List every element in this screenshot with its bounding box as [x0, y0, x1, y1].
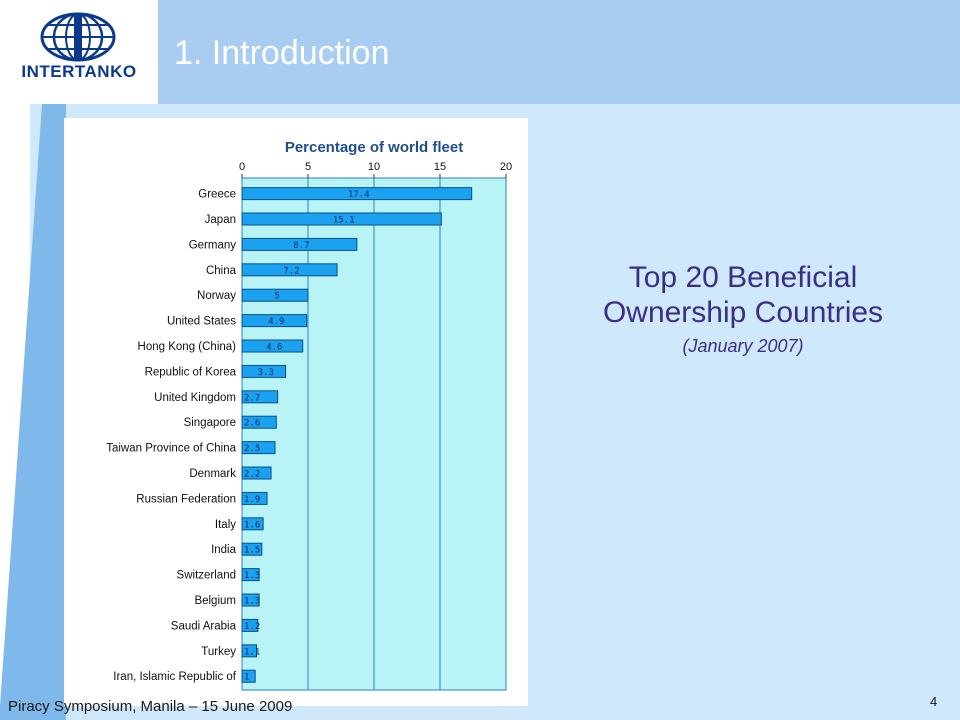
category-label: Singapore [184, 417, 236, 429]
category-label: Iran, Islamic Republic of [113, 671, 237, 683]
slide-title: 1. Introduction [174, 34, 390, 72]
data-label: 15.1 [333, 216, 355, 226]
category-label: Norway [197, 290, 236, 302]
page-number: 4 [930, 694, 938, 709]
data-label: 1.1 [244, 647, 260, 657]
category-label: Greece [198, 189, 236, 201]
category-label: United Kingdom [154, 392, 236, 404]
data-label: 2.6 [244, 419, 260, 429]
bar [241, 568, 260, 582]
bar [241, 669, 256, 683]
x-tick-label: 0 [239, 161, 245, 173]
data-label: 4.9 [268, 317, 284, 327]
chart-title: Percentage of world fleet [285, 139, 463, 156]
data-label: 1.5 [244, 546, 260, 556]
header-band [158, 0, 960, 104]
bar [241, 517, 264, 531]
category-label: Denmark [189, 468, 236, 480]
category-label: United States [167, 316, 236, 328]
x-tick-label: 15 [434, 161, 446, 173]
data-label: 2.7 [244, 393, 260, 403]
data-label: 8.7 [293, 241, 309, 251]
category-label: Taiwan Province of China [106, 443, 236, 455]
logo-wordmark: INTERTANKO [21, 62, 137, 81]
category-label: Japan [205, 214, 236, 226]
category-label: Hong Kong (China) [138, 341, 237, 353]
category-label: Russian Federation [136, 493, 236, 505]
bar [241, 618, 259, 632]
category-label: Belgium [194, 595, 236, 607]
data-label: 2.5 [244, 444, 260, 454]
data-label: 17.4 [348, 190, 370, 200]
category-label: Saudi Arabia [171, 620, 237, 632]
data-label: 1 [244, 673, 249, 683]
bar [241, 314, 308, 328]
category-label: Italy [215, 519, 236, 531]
category-label: Switzerland [177, 570, 236, 582]
data-label: 1.3 [244, 597, 260, 607]
chart-card: Percentage of world fleet 0 5 10 15 20 Greece 1… [64, 118, 528, 706]
data-label: 4.6 [266, 343, 282, 353]
data-label: 3.3 [258, 368, 274, 378]
x-tick-label: 20 [500, 161, 512, 173]
bar [241, 263, 338, 277]
bar [241, 339, 304, 353]
category-label: Republic of Korea [145, 366, 237, 378]
bar [241, 593, 260, 607]
x-tick-label: 5 [305, 161, 311, 173]
side-heading-line2: Ownership Countries [602, 296, 884, 329]
bar [241, 415, 277, 429]
data-label: 1.9 [244, 495, 260, 505]
data-label: 5 [274, 292, 279, 302]
bar [241, 644, 258, 658]
bar [241, 491, 268, 505]
bar [241, 390, 279, 404]
bar [241, 212, 442, 226]
footer-text: Piracy Symposium, Manila – 15 June 2009 [8, 698, 293, 715]
category-label: India [211, 544, 237, 556]
category-label: Germany [189, 239, 237, 251]
data-label: 1.3 [244, 571, 260, 581]
side-subheading: (January 2007) [682, 336, 804, 356]
intertanko-logo: INTERTANKO [0, 0, 158, 104]
side-heading-line1: Top 20 Beneficial [628, 261, 858, 294]
category-label: China [206, 265, 237, 277]
data-label: 1.2 [244, 622, 260, 632]
bar [241, 466, 272, 480]
bar [241, 288, 309, 302]
x-tick-label: 10 [368, 161, 380, 173]
left-diagonal-stripe [0, 104, 66, 720]
bar [241, 237, 358, 251]
category-label: Turkey [201, 646, 236, 658]
bar [241, 542, 263, 556]
data-label: 7.2 [283, 266, 299, 276]
data-label: 2.2 [244, 470, 260, 480]
bar [241, 187, 473, 201]
side-title: Top 20 Beneficial Ownership Countries (J… [548, 260, 938, 358]
data-label: 1.6 [244, 520, 260, 530]
bar [241, 364, 287, 378]
globe-logo-icon [40, 12, 116, 62]
bar [241, 441, 276, 455]
